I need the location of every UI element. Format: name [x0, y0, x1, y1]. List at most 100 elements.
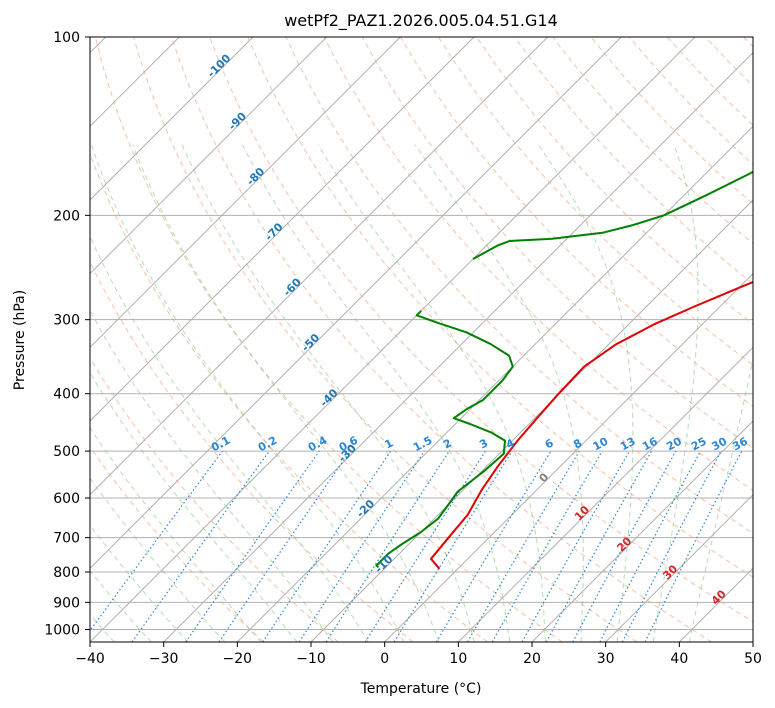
x-tick-label: 10	[449, 651, 467, 667]
isotherm-line	[605, 493, 753, 642]
moist-adiabat	[241, 144, 511, 642]
isotherm-line	[457, 346, 753, 642]
mixing-ratio-line	[364, 450, 486, 642]
moist-adiabat	[132, 144, 440, 642]
isotherm-line	[90, 37, 549, 496]
isotherm-line	[90, 37, 475, 422]
mixing-ratio-label: 36	[730, 435, 750, 454]
dry-adiabat	[743, 37, 753, 48]
dry-adiabat	[666, 37, 753, 126]
isotherm-label: 10	[572, 503, 592, 523]
moist-adiabat	[652, 144, 699, 642]
plot-frame	[89, 36, 754, 643]
y-tick-label: 900	[53, 595, 80, 611]
isotherm-label: -60	[281, 275, 304, 298]
isotherm-line	[236, 125, 753, 642]
y-tick-label: 700	[53, 531, 80, 547]
moist-adiabat	[90, 234, 369, 642]
mixing-ratio-line	[545, 450, 653, 642]
x-axis-label: Temperature (°C)	[360, 681, 482, 697]
dry-adiabat	[361, 37, 753, 449]
x-tick-label: 30	[597, 651, 615, 667]
isotherm-label: -20	[354, 497, 377, 520]
isotherm-line	[163, 51, 753, 642]
isotherm-line	[752, 641, 753, 642]
moist-adiabat	[90, 524, 189, 642]
y-tick-label: 500	[53, 444, 80, 460]
mixing-ratio-line	[644, 450, 743, 642]
isotherm-label: 40	[709, 587, 729, 607]
isotherm-line	[90, 37, 696, 642]
x-tick-label: −40	[75, 651, 105, 667]
isotherm-line	[90, 37, 328, 275]
y-axis-label: Pressure (hPa)	[12, 290, 28, 390]
isotherm-line	[384, 272, 753, 642]
dry-adiabat	[90, 356, 339, 642]
mixing-ratio-label: 13	[618, 435, 638, 454]
moist-adiabat	[689, 357, 753, 642]
y-tick-label: 300	[53, 313, 80, 329]
plot-area	[90, 37, 753, 642]
x-tick-label: 20	[523, 651, 541, 667]
isotherm-line	[90, 37, 622, 570]
mixing-ratio-label: 20	[664, 435, 684, 454]
dry-adiabat	[132, 37, 638, 642]
mixing-ratio-line	[298, 450, 425, 642]
mixing-ratio-label: 25	[689, 435, 709, 454]
y-tick-label: 800	[53, 565, 80, 581]
mixing-ratio-line	[90, 450, 223, 632]
y-tick-label: 100	[53, 30, 80, 46]
y-tick-label: 200	[53, 208, 80, 224]
isotherm-line	[531, 420, 753, 642]
dry-adiabat	[247, 37, 753, 578]
mixing-ratio-line	[435, 450, 552, 642]
x-tick-label: 40	[670, 651, 688, 667]
isotherm-line	[90, 37, 401, 349]
isotherm-label: -40	[317, 386, 340, 409]
mixing-ratio-line	[131, 450, 270, 642]
isotherm-label: -90	[226, 109, 249, 132]
x-tick-label: −30	[149, 651, 179, 667]
mixing-ratio-line	[521, 450, 631, 642]
dry-adiabat	[437, 37, 753, 366]
isotherm-label: -100	[205, 51, 234, 80]
series-line-3	[472, 170, 753, 260]
mixing-ratio-label: 3	[477, 436, 490, 451]
dry-adiabat	[171, 37, 712, 642]
mixing-ratio-label: 30	[710, 435, 730, 454]
mixing-ratio-line	[325, 450, 450, 642]
x-tick-label: 0	[380, 651, 389, 667]
y-tick-label: 600	[53, 491, 80, 507]
dry-adiabat	[704, 37, 753, 87]
dry-adiabat	[90, 152, 488, 642]
mixing-ratio-line	[572, 450, 677, 642]
mixing-ratio-line	[393, 450, 513, 642]
x-tick-label: 50	[744, 651, 762, 667]
mixing-ratio-label: 2	[441, 436, 454, 451]
mixing-ratio-label: 16	[640, 435, 660, 454]
moist-adiabat	[90, 371, 298, 642]
dry-adiabat	[514, 37, 753, 285]
dry-adiabat	[94, 37, 563, 642]
mixing-ratio-label: 10	[591, 435, 611, 454]
x-tick-label: −10	[296, 651, 326, 667]
dry-adiabat	[552, 37, 753, 245]
moist-adiabat	[90, 309, 334, 642]
moist-adiabat	[537, 144, 634, 642]
x-tick-label: −20	[223, 651, 253, 667]
dry-adiabat	[90, 446, 264, 642]
isotherm-line	[90, 37, 254, 201]
moist-adiabat	[90, 569, 152, 642]
isotherm-label: 30	[660, 562, 680, 582]
moist-adiabat	[90, 477, 226, 642]
dry-adiabat	[90, 260, 414, 642]
dry-adiabat	[399, 37, 753, 407]
moist-adiabat	[90, 426, 262, 642]
series-line-2	[375, 310, 514, 568]
y-tick-label: 400	[53, 387, 80, 403]
axis-ticks: −40 −30 −20 −10 0 10 20 30 40 50 100 200 300 400 500 60…	[44, 30, 762, 667]
mixing-ratio-line	[185, 450, 320, 642]
chart-title: wetPf2_PAZ1.2026.005.04.51.G14	[284, 11, 558, 31]
isotherm-label: -70	[262, 220, 285, 243]
